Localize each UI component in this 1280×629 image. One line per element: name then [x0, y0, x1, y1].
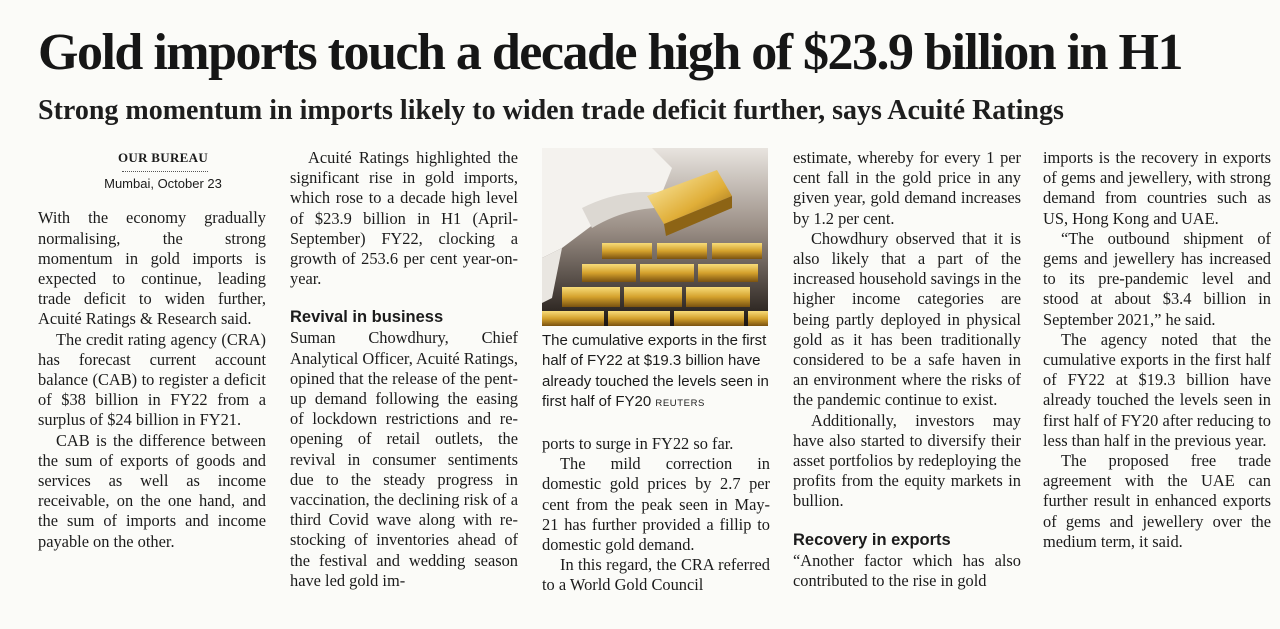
paragraph: The agency noted that the cumulative exp… — [1043, 329, 1271, 450]
paragraph: Additionally, investors may have also st… — [793, 410, 1021, 511]
paragraph: The mild correction in domestic gold pri… — [542, 454, 770, 555]
photo-credit: REUTERS — [655, 397, 705, 409]
gold-bars-image — [542, 148, 768, 326]
article-column-3: ports to surge in FY22 so far. The mild … — [542, 434, 770, 596]
paragraph: The credit rating agency (CRA) has forec… — [38, 329, 266, 430]
paragraph: ports to surge in FY22 so far. — [542, 434, 734, 453]
paragraph: imports is the recovery in exports of ge… — [1043, 148, 1271, 228]
headline: Gold imports touch a decade high of $23.… — [38, 24, 1184, 81]
photo-caption: The cumulative exports in the first half… — [542, 331, 770, 414]
byline: OUR BUREAU — [117, 150, 209, 165]
section-heading-revival: Revival in business — [290, 308, 444, 327]
article-column-4: estimate, whereby for every 1 per cent f… — [793, 148, 1021, 591]
paragraph: “The outbound shipment of gems and jewel… — [1043, 228, 1271, 329]
paragraph: In this regard, the CRA referred to a Wo… — [542, 555, 770, 595]
paragraph: With the economy gradually normalising, … — [38, 208, 266, 329]
caption-text: The cumulative exports in the first half… — [542, 332, 769, 410]
paragraph: CAB is the difference between the sum of… — [38, 430, 266, 551]
byline-divider — [122, 171, 208, 173]
paragraph: Chowdhury observed that it is also likel… — [793, 228, 1021, 410]
dateline: Mumbai, October 23 — [104, 176, 222, 192]
paragraph: The proposed free trade agreement with t… — [1043, 451, 1271, 551]
paragraph: Suman Chowdhury, Chief Analytical Office… — [290, 328, 518, 590]
section-heading-recovery: Recovery in exports — [793, 530, 951, 549]
subheadline: Strong momentum in imports likely to wid… — [38, 95, 1064, 126]
paragraph: estimate, whereby for every 1 per cent f… — [793, 148, 1021, 228]
paragraph: “Another factor which has also contribut… — [793, 550, 1021, 590]
gold-bars-photo — [542, 148, 768, 326]
article-column-2: Acuité Ratings highlighted the significa… — [290, 148, 518, 591]
paragraph: Acuité Ratings highlighted the significa… — [290, 148, 518, 289]
article-column-5: imports is the recovery in exports of ge… — [1043, 148, 1271, 552]
article-column-1: OUR BUREAU Mumbai, October 23 With the e… — [38, 148, 266, 552]
